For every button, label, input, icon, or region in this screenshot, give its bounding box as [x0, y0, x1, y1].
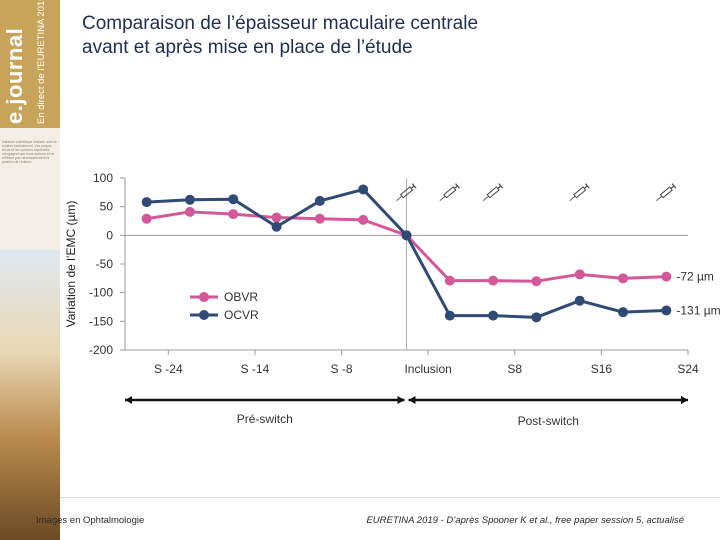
footer-source: EURETINA 2019 - D’après Spooner K et al.…: [366, 515, 684, 526]
y-tick-label: 0: [106, 228, 113, 242]
point-ocvr: [228, 194, 239, 205]
syringe-barrel: [659, 186, 673, 199]
y-tick-label: -150: [89, 314, 113, 328]
point-obvr: [618, 273, 629, 284]
legend-label-obvr: OBVR: [224, 290, 258, 304]
y-tick-label: -200: [89, 343, 113, 357]
arrowhead-right: [397, 396, 405, 404]
point-obvr: [574, 269, 585, 280]
syringe-plunger: [497, 185, 502, 189]
y-tick-label: 100: [93, 171, 113, 185]
brand-name: e.journal: [2, 27, 27, 124]
syringe-icon: [396, 183, 417, 201]
point-obvr: [228, 209, 239, 220]
syringe-needle: [482, 195, 489, 201]
point-obvr: [358, 214, 369, 225]
brand-band: e.journal En direct de l'EURETINA 2019: [0, 0, 60, 128]
arrowhead-left: [408, 396, 416, 404]
syringe-handle: [585, 183, 590, 189]
point-ocvr: [184, 194, 195, 205]
y-tick-label: -50: [96, 257, 114, 271]
point-obvr: [661, 271, 672, 282]
point-ocvr: [574, 295, 585, 306]
x-tick-label: S8: [507, 362, 522, 376]
syringe-plunger: [583, 185, 588, 189]
point-ocvr: [271, 221, 282, 232]
point-ocvr: [618, 307, 629, 318]
brand-tagline: En direct de l'EURETINA 2019: [36, 0, 47, 124]
syringe-icon: [439, 183, 460, 201]
point-ocvr: [661, 305, 672, 316]
arrowhead-left: [125, 396, 132, 404]
syringe-plunger: [670, 185, 675, 189]
point-obvr: [141, 213, 152, 224]
point-ocvr: [444, 310, 455, 321]
syringe-handle: [455, 183, 460, 189]
point-ocvr: [358, 184, 369, 195]
syringe-icon: [569, 183, 590, 201]
point-obvr: [184, 206, 195, 217]
point-obvr: [531, 276, 542, 287]
point-obvr: [271, 212, 282, 223]
syringe-plunger: [454, 185, 458, 189]
syringe-needle: [656, 195, 663, 201]
syringe-needle: [569, 195, 576, 201]
point-obvr: [314, 213, 325, 224]
footer-divider: [60, 497, 720, 498]
syringe-barrel: [443, 186, 457, 199]
legend-marker-ocvr: [199, 310, 209, 320]
x-tick-label: Inclusion: [404, 362, 451, 376]
title-line-2: avant et après mise en place de l’étude: [82, 37, 413, 58]
syringe-icon: [656, 183, 677, 201]
period-label-pre: Pré-switch: [237, 412, 293, 426]
syringe-handle: [671, 183, 677, 189]
x-tick-label: S -14: [241, 362, 270, 376]
y-tick-label: 50: [100, 200, 114, 214]
x-tick-label: S24: [677, 362, 699, 376]
point-ocvr: [141, 197, 152, 208]
city-photo: [0, 250, 60, 540]
point-ocvr: [401, 230, 412, 241]
syringe-handle: [411, 183, 417, 189]
end-label-obvr: -72 µm: [676, 270, 714, 284]
y-axis-title: Variation de l’EMC (µm): [64, 201, 78, 328]
emc-line-chart: 100 50 0 -50 -100 -150 -200 S -24 S -14 S -8 Inclu…: [64, 171, 720, 428]
point-obvr: [444, 275, 455, 286]
sidebar: e.journal En direct de l'EURETINA 2019 I…: [0, 0, 60, 540]
arrowhead-right: [681, 396, 688, 404]
syringe-barrel: [573, 186, 587, 199]
title-line-1: Comparaison de l’épaisseur maculaire cen…: [82, 13, 479, 34]
syringe-barrel: [486, 186, 500, 199]
period-label-post: Post-switch: [518, 414, 579, 428]
point-ocvr: [531, 312, 542, 323]
x-tick-label: S16: [591, 362, 613, 376]
slide-title: Comparaison de l’épaisseur maculaire cen…: [82, 12, 478, 60]
point-ocvr: [314, 195, 325, 206]
syringe-needle: [396, 195, 403, 201]
point-obvr: [488, 275, 499, 286]
syringe-barrel: [399, 186, 414, 199]
x-tick-label: S -24: [154, 362, 183, 376]
syringe-handle: [498, 183, 504, 189]
legend-label-ocvr: OCVR: [224, 308, 259, 322]
syringe-icon: [482, 183, 504, 201]
syringe-plunger: [410, 185, 415, 189]
y-tick-label: -100: [89, 286, 113, 300]
legend-marker-obvr: [199, 292, 209, 302]
sidebar-fine-print: Initiative scientifique réalisée avec le…: [2, 140, 57, 164]
point-ocvr: [488, 310, 499, 321]
x-tick-label: S -8: [331, 362, 353, 376]
footer-journal: Images en Ophtalmologie: [36, 515, 145, 526]
end-label-ocvr: -131 µm: [676, 303, 720, 317]
syringe-needle: [439, 195, 446, 201]
